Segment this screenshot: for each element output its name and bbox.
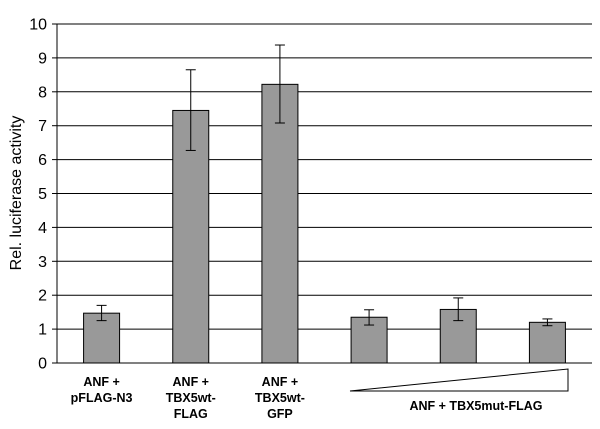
y-tick-label: 2 [38, 288, 47, 305]
bar [261, 83, 299, 364]
bar [172, 109, 210, 364]
error-bar [96, 304, 107, 322]
y-tick-label: 6 [38, 152, 47, 169]
concentration-ramp [349, 368, 569, 392]
gridlines [57, 23, 592, 330]
group-label: ANF + TBX5mut-FLAG [410, 399, 543, 413]
y-tick-label: 10 [29, 17, 47, 34]
y-axis-ticks: 0 1 2 3 4 5 6 7 8 9 10 [29, 17, 57, 373]
error-bar [364, 309, 375, 326]
error-bar [453, 297, 464, 322]
y-tick-label: 1 [38, 322, 47, 339]
y-tick-label: 3 [38, 254, 47, 271]
category-label: ANF + pFLAG-N3 [71, 375, 133, 405]
y-axis-label: Rel. luciferase activity [8, 116, 25, 271]
error-bars [96, 44, 553, 327]
y-tick-label: 9 [38, 50, 47, 67]
category-label: ANF + TBX5wt-FLAG [166, 375, 216, 421]
error-bar [542, 318, 553, 327]
category-labels: ANF + pFLAG-N3 ANF + TBX5wt-FLAG ANF + TBX5wt… [71, 375, 305, 421]
axes [56, 24, 592, 364]
category-label: ANF + TBX5wt-GFP [255, 375, 305, 421]
y-tick-label: 8 [38, 84, 47, 101]
error-bar [185, 69, 196, 151]
bars [83, 83, 566, 364]
y-tick-label: 4 [38, 220, 47, 237]
y-tick-label: 5 [38, 186, 47, 203]
bar [528, 321, 566, 364]
y-tick-label: 7 [38, 118, 47, 135]
y-tick-label: 0 [38, 356, 47, 373]
error-bar [274, 44, 285, 124]
